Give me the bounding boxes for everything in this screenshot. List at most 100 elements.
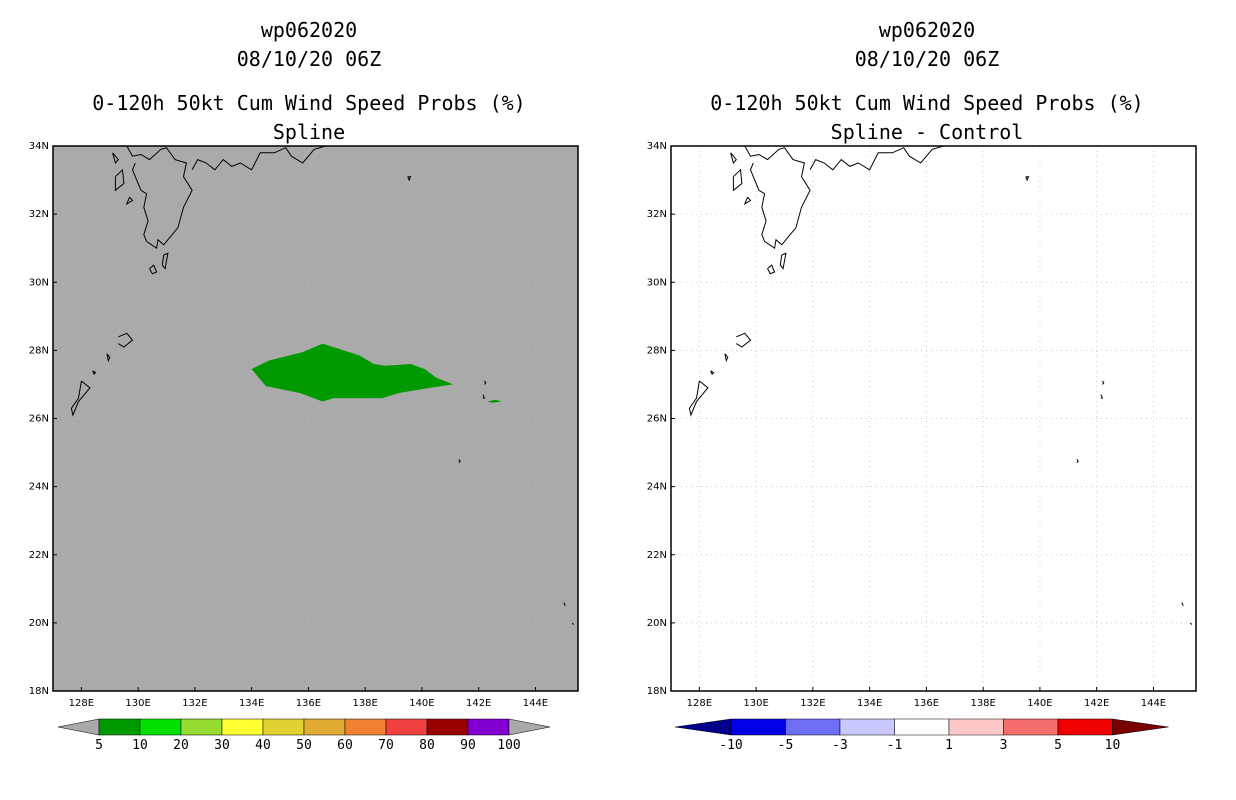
coastline [809, 145, 944, 171]
colorbar-label: 10 [132, 738, 148, 753]
colorbar-label: 60 [337, 738, 353, 753]
coastline [126, 145, 193, 250]
colorbar-segment [344, 718, 387, 736]
coastline [1025, 176, 1030, 182]
coastline [724, 353, 729, 363]
coastline [92, 370, 97, 376]
colorbar-segment [98, 718, 141, 736]
coastline [161, 252, 169, 270]
colorbar-label: 90 [460, 738, 476, 753]
coastline [1189, 622, 1193, 625]
lon-tick-label: 138E [352, 698, 377, 709]
lat-tick-label: 32N [647, 209, 667, 220]
probability-area-small [487, 399, 502, 403]
lon-tick-label: 130E [743, 698, 768, 709]
lon-tick-label: 140E [409, 698, 434, 709]
right-subtitle: Spline - Control [831, 120, 1024, 144]
colorbar-label: 70 [378, 738, 394, 753]
colorbar-label: 1 [945, 738, 953, 753]
colorbar-label: 30 [214, 738, 230, 753]
left-panel: wp062020 08/10/20 06Z 0-120h 50kt Cum Wi… [29, 18, 579, 753]
lat-tick-label: 34N [29, 141, 49, 152]
colorbar-segment [730, 718, 786, 736]
colorbar-label: 100 [497, 738, 520, 753]
lat-tick-label: 30N [647, 277, 667, 288]
lon-tick-label: 132E [800, 698, 825, 709]
left-storm-id: wp062020 [261, 18, 357, 42]
lon-tick-label: 130E [125, 698, 150, 709]
right-colorbar: -10 -5 -3 -1 1 3 5 10 [674, 718, 1169, 753]
lon-tick-label: 136E [914, 698, 939, 709]
left-product-title: 0-120h 50kt Cum Wind Speed Probs (%) [92, 91, 525, 115]
coastline [710, 370, 715, 376]
lat-tick-label: 24N [29, 482, 49, 493]
coastline [1100, 394, 1104, 399]
probability-area-5-10 [251, 343, 454, 402]
lat-tick-label: 28N [29, 345, 49, 356]
lat-tick-label: 30N [29, 277, 49, 288]
colorbar-under-triangle [57, 718, 100, 736]
lat-tick-label: 26N [647, 414, 667, 425]
colorbar-label: -1 [887, 738, 903, 753]
right-storm-id: wp062020 [879, 18, 975, 42]
lon-tick-label: 136E [296, 698, 321, 709]
coastline [125, 196, 134, 206]
colorbar-over-triangle [1112, 718, 1169, 736]
right-panel: wp062020 08/10/20 06Z 0-120h 50kt Cum Wi… [647, 18, 1197, 753]
colorbar-segment [1003, 718, 1059, 736]
lat-tick-label: 28N [647, 345, 667, 356]
colorbar-segment [221, 718, 264, 736]
right-map-background [671, 146, 1196, 691]
colorbar-segment [303, 718, 346, 736]
coastline [112, 152, 119, 165]
coastline [571, 622, 575, 625]
coastline [191, 145, 326, 171]
lat-tick-label: 24N [647, 482, 667, 493]
colorbar-over-triangle [508, 718, 551, 736]
lat-tick-label: 22N [29, 550, 49, 561]
colorbar-label: 50 [296, 738, 312, 753]
colorbar-segment [839, 718, 895, 736]
lon-tick-label: 138E [970, 698, 995, 709]
colorbar-label: -10 [719, 738, 742, 753]
colorbar-label: 10 [1105, 738, 1121, 753]
lon-tick-label: 142E [1084, 698, 1109, 709]
lon-tick-label: 142E [466, 698, 491, 709]
coastline [106, 353, 111, 363]
colorbar-segment [262, 718, 305, 736]
coastline [563, 602, 566, 606]
colorbar-under-triangle [674, 718, 732, 736]
left-subtitle: Spline [273, 120, 345, 144]
lat-tick-label: 32N [29, 209, 49, 220]
lat-tick-label: 18N [647, 686, 667, 697]
colorbar-segment [948, 718, 1004, 736]
right-coastlines [688, 145, 1193, 625]
colorbar-segment [894, 718, 950, 736]
colorbar-segment [785, 718, 841, 736]
left-date: 08/10/20 06Z [237, 47, 382, 71]
lon-tick-label: 140E [1027, 698, 1052, 709]
colorbar-segment [1057, 718, 1113, 736]
colorbar-segment [426, 718, 469, 736]
coastline [407, 176, 412, 182]
lat-tick-label: 18N [29, 686, 49, 697]
colorbar-label: 5 [1054, 738, 1062, 753]
coastline [744, 145, 811, 250]
colorbar-segment [139, 718, 182, 736]
coastline [779, 252, 787, 270]
lat-tick-label: 22N [647, 550, 667, 561]
colorbar-label: -5 [778, 738, 794, 753]
colorbar-label: 40 [255, 738, 271, 753]
coastline [730, 152, 737, 165]
left-colorbar: 5 10 20 30 40 50 60 70 80 90 100 [57, 718, 551, 753]
colorbar-label: -3 [832, 738, 848, 753]
coastline [1076, 459, 1079, 464]
left-axis-ticks: 128E 130E 132E 134E 136E 138E 140E 142E 144E 34N 3… [29, 141, 548, 709]
coastline [1181, 602, 1184, 606]
lat-tick-label: 34N [647, 141, 667, 152]
left-coastlines [70, 145, 575, 625]
coastline [688, 380, 709, 417]
coastline [743, 196, 752, 206]
lat-tick-label: 20N [647, 618, 667, 629]
